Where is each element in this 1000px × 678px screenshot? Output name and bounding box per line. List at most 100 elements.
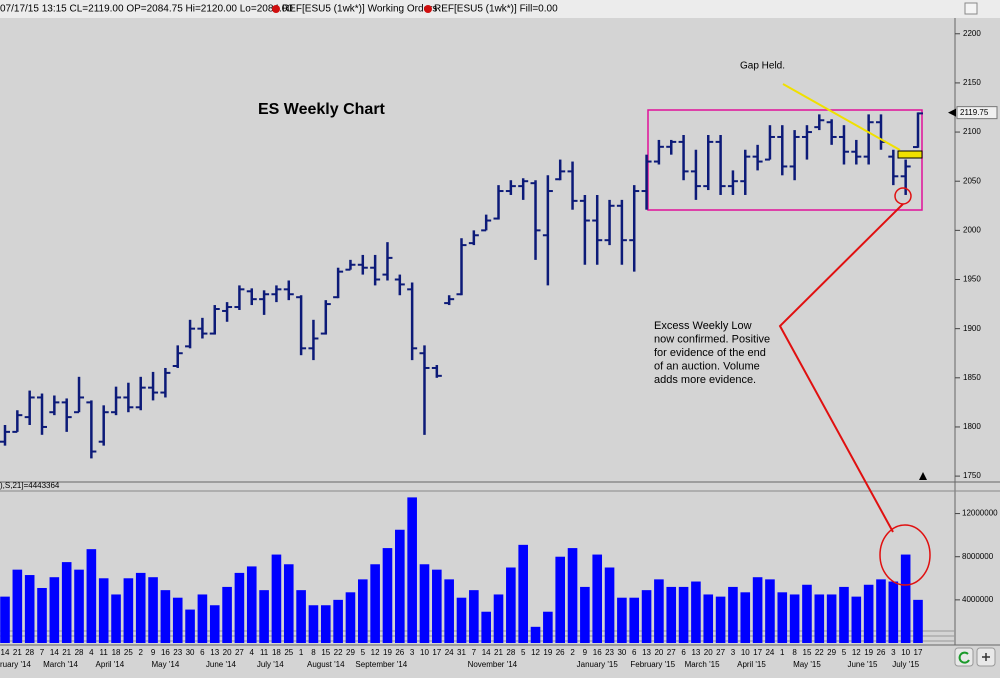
volume-bar <box>555 556 566 643</box>
fill-icon <box>424 5 432 13</box>
callout-line: adds more evidence. <box>654 374 756 386</box>
y-tick-label: 1950 <box>963 275 981 284</box>
x-tick-label: 2 <box>570 648 575 657</box>
volume-bar <box>61 562 72 643</box>
volume-bar <box>197 594 208 643</box>
x-tick-label: 18 <box>272 648 281 657</box>
x-tick-label: 13 <box>642 648 651 657</box>
callout-line: for evidence of the end <box>654 347 766 359</box>
gap-marker <box>897 150 923 159</box>
volume-bar <box>913 599 923 643</box>
volume-bar <box>802 584 812 643</box>
volume-bar <box>333 599 343 643</box>
x-tick-label: 22 <box>815 648 824 657</box>
month-label: June '14 <box>206 660 237 669</box>
volume-bar <box>74 569 84 643</box>
x-tick-label: 27 <box>716 648 725 657</box>
callout-line: of an auction. Volume <box>654 360 760 372</box>
volume-bar <box>296 590 306 643</box>
volume-bar <box>617 597 627 643</box>
volume-bar <box>432 569 442 643</box>
month-label: March '15 <box>685 660 720 669</box>
x-tick-label: 21 <box>13 648 22 657</box>
x-tick-label: 17 <box>914 648 923 657</box>
volume-bar <box>24 575 35 643</box>
volume-bar <box>580 586 590 643</box>
volume-bar <box>234 572 245 643</box>
y-tick-label: 8000000 <box>962 552 994 561</box>
volume-bar <box>765 579 775 643</box>
x-tick-label: 29 <box>827 648 836 657</box>
x-tick-label: 15 <box>803 648 812 657</box>
volume-bar <box>740 592 751 643</box>
volume-bar <box>604 567 615 643</box>
x-tick-label: 24 <box>445 648 454 657</box>
volume-bar <box>419 564 430 643</box>
x-tick-label: 3 <box>410 648 415 657</box>
y-tick-label: 4000000 <box>962 595 994 604</box>
x-tick-label: 9 <box>151 648 156 657</box>
volume-bar <box>789 594 800 643</box>
month-label: July '15 <box>892 660 919 669</box>
volume-bar <box>456 597 467 643</box>
x-tick-label: 4 <box>89 648 94 657</box>
indicator-label: ),S,21]=4443364 <box>0 481 60 490</box>
volume-bar <box>185 609 195 643</box>
last-price-label: 2119.75 <box>960 108 989 117</box>
x-tick-label: 3 <box>731 648 736 657</box>
x-tick-label: 16 <box>593 648 602 657</box>
last-price-arrow <box>948 108 956 117</box>
volume-bar <box>111 594 121 643</box>
volume-bar <box>863 584 874 643</box>
y-tick-label: 2150 <box>963 78 981 87</box>
x-tick-label: 8 <box>311 648 316 657</box>
x-tick-label: 17 <box>432 648 441 657</box>
month-label: April '15 <box>737 660 766 669</box>
y-tick-label: 1850 <box>963 373 981 382</box>
x-tick-label: 10 <box>741 648 750 657</box>
volume-bar <box>678 586 689 643</box>
scroll-marker <box>919 472 927 480</box>
volume-bar <box>826 594 837 643</box>
callout-line: now confirmed. Positive <box>654 333 770 345</box>
x-tick-label: 23 <box>605 648 614 657</box>
volume-bar <box>592 554 603 643</box>
y-tick-label: 2000 <box>963 225 981 234</box>
volume-bar <box>160 590 171 643</box>
x-tick-label: 14 <box>1 648 10 657</box>
volume-bar <box>148 577 158 643</box>
x-tick-label: 12 <box>531 648 540 657</box>
chart-title: ES Weekly Chart <box>258 101 386 118</box>
x-tick-label: 10 <box>420 648 429 657</box>
x-tick-label: 27 <box>667 648 676 657</box>
volume-bar <box>814 594 825 643</box>
x-tick-label: 29 <box>346 648 355 657</box>
x-tick-label: 20 <box>654 648 663 657</box>
month-label: June '15 <box>847 660 878 669</box>
y-tick-label: 1750 <box>963 471 981 480</box>
x-tick-label: 1 <box>299 648 304 657</box>
annotation: Gap Held. <box>740 61 785 72</box>
x-tick-label: 12 <box>852 648 861 657</box>
refresh-icon <box>958 651 970 664</box>
x-tick-label: 13 <box>210 648 219 657</box>
close-box[interactable] <box>964 2 978 15</box>
x-tick-label: 6 <box>200 648 205 657</box>
y-tick-label: 1800 <box>963 422 981 431</box>
x-tick-label: 15 <box>321 648 330 657</box>
x-tick-label: 24 <box>765 648 774 657</box>
last-price-box <box>956 106 998 120</box>
y-tick-label: 2100 <box>963 127 981 136</box>
header-orders: REF[ESU5 (1wk*)] Working Orders <box>282 4 437 15</box>
x-tick-label: 6 <box>632 648 637 657</box>
volume-bar <box>222 586 232 643</box>
volume-bar <box>407 497 417 643</box>
x-tick-label: 7 <box>40 648 45 657</box>
volume-bar <box>900 554 911 643</box>
volume-bar <box>357 579 368 643</box>
x-tick-label: 13 <box>691 648 700 657</box>
volume-bar <box>123 578 134 643</box>
x-tick-label: 10 <box>901 648 910 657</box>
x-tick-label: 7 <box>472 648 477 657</box>
